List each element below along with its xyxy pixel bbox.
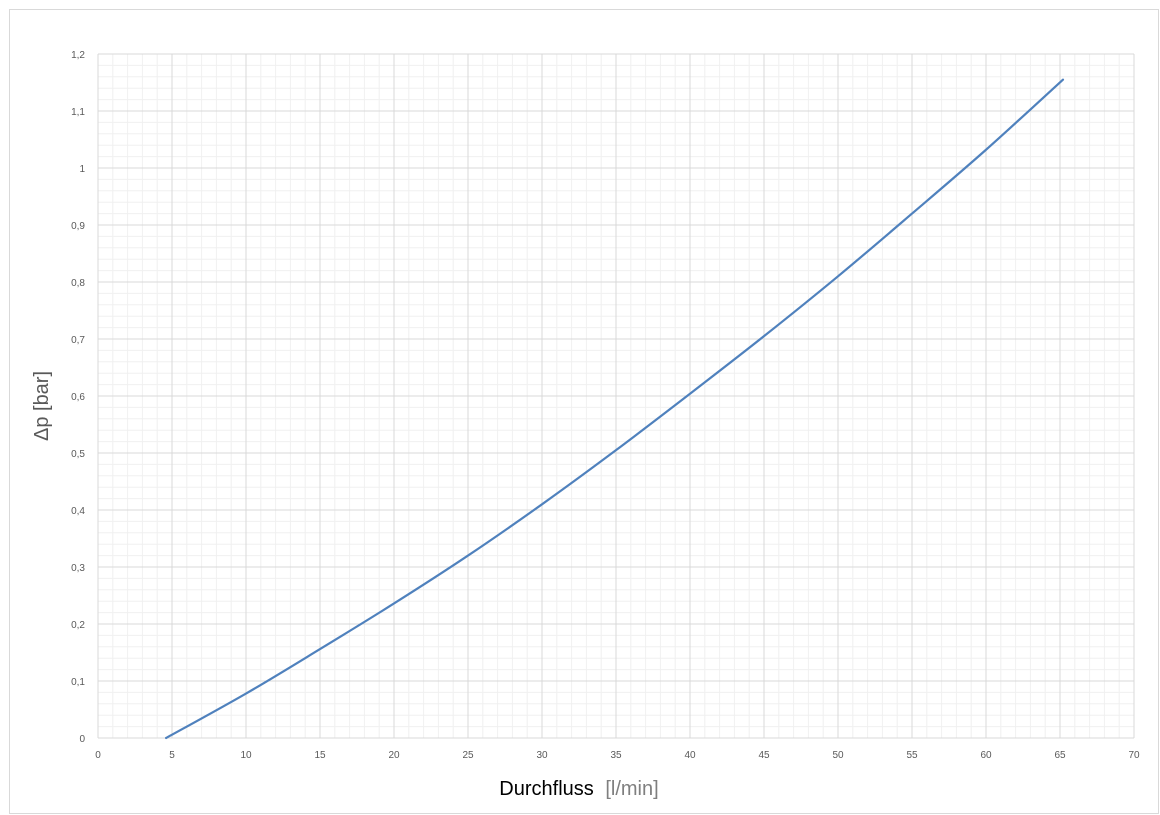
y-tick-label: 0,5 [71,449,85,460]
x-tick-label: 35 [610,750,622,761]
x-tick-label: 65 [1054,750,1066,761]
x-tick-label: 20 [388,750,400,761]
x-tick-label: 50 [832,750,844,761]
chart: 0 5 10 15 20 25 30 35 40 45 50 55 60 65 70 00,10,20,30… [31,50,1140,800]
major-grid [97,53,1135,739]
x-tick-label: 15 [314,750,326,761]
y-tick-label: 1,1 [71,107,85,118]
x-axis-title-text: Durchfluss [499,778,593,800]
x-tick-label: 55 [906,750,918,761]
x-tick-label: 45 [758,750,770,761]
x-tick-label: 0 [95,750,101,761]
y-tick-label: 0,1 [71,677,85,688]
x-tick-label: 70 [1128,750,1140,761]
x-axis-title: Durchfluss [l/min] [499,778,658,800]
y-tick-label: 0,9 [71,221,85,232]
x-tick-labels: 0 5 10 15 20 25 30 35 40 45 50 55 60 65 70 [95,750,1140,761]
x-tick-label: 30 [536,750,548,761]
x-tick-label: 10 [240,750,252,761]
chart-frame: 0 5 10 15 20 25 30 35 40 45 50 55 60 65 70 0 0,1 0,2 0,3 0… [9,9,1159,814]
y-axis-title: Δp [bar] [31,371,53,441]
y-tick-label: 0 [79,734,85,745]
x-axis-unit: [l/min] [605,778,658,800]
y-tick-label: 0,8 [71,278,85,289]
y-tick-label: 0,6 [71,392,85,403]
series-line [164,78,1065,740]
x-tick-label: 5 [169,750,175,761]
y-tick-label: 0,2 [71,620,85,631]
y-tick-label: 1 [79,164,85,175]
series-layer [164,78,1065,740]
x-tick-label: 60 [980,750,992,761]
y-tick-labels: 0 0,1 0,2 0,3 0,4 0,5 0,6 0,7 0,8 0,9 1 1,1 1,2 [71,50,85,745]
x-tick-label: 40 [684,750,696,761]
x-tick-label: 25 [462,750,474,761]
y-tick-label: 0,7 [71,335,85,346]
y-tick-label: 0,4 [71,506,85,517]
y-tick-label: 1,2 [71,50,85,61]
y-tick-label: 0,3 [71,563,85,574]
